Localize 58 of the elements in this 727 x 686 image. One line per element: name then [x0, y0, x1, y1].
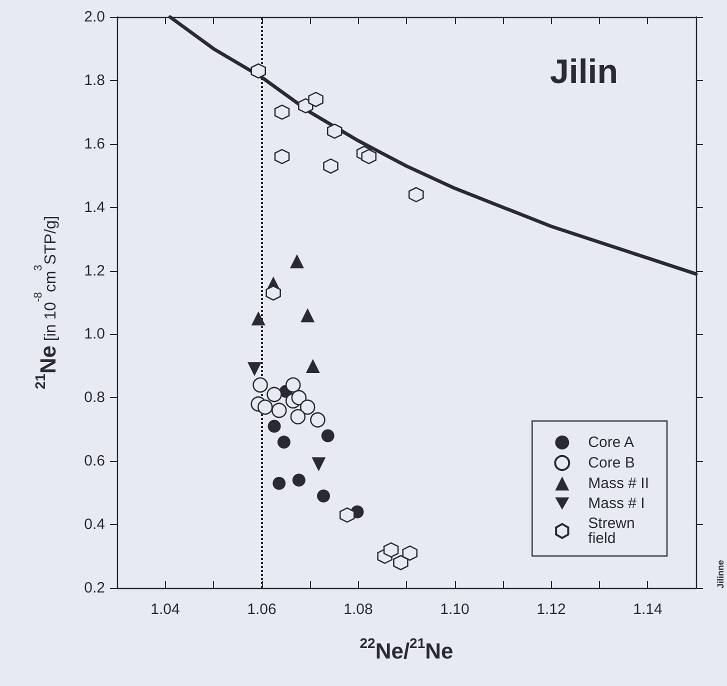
legend-label: Mass # II [588, 475, 650, 492]
point [248, 362, 262, 376]
x-tick-label: 1.04 [150, 601, 180, 618]
text: Jilinne [716, 560, 726, 589]
text: Jilin [550, 53, 618, 91]
legend-label: Core B [588, 454, 635, 472]
point [285, 377, 301, 393]
x-tick-label: 1.14 [633, 601, 662, 618]
point [312, 457, 326, 472]
y-axis-title: 21Ne [in 10-8cm3STP/g] [32, 216, 60, 390]
y-tick-label: 0.2 [84, 580, 105, 596]
point [251, 311, 266, 326]
y-tick-label: 1.8 [84, 72, 105, 89]
y-tick-label: 1.6 [84, 135, 105, 152]
point [271, 402, 287, 418]
legend-label: Mass # I [588, 495, 645, 512]
point [277, 436, 290, 449]
y-tick-label: 0.4 [84, 516, 105, 534]
point [292, 474, 306, 487]
point [268, 420, 281, 433]
point [250, 63, 266, 79]
point [310, 412, 326, 428]
x-tick-label: 1.12 [536, 601, 566, 618]
y-tick-label: 1.2 [84, 262, 105, 280]
y-tick-label: 2.0 [84, 8, 105, 26]
point [323, 158, 338, 174]
x-tick-label: 1.06 [247, 601, 276, 618]
point [290, 254, 304, 268]
point [321, 429, 334, 442]
point [291, 390, 307, 406]
x-tick-label: 1.10 [440, 601, 470, 618]
point [393, 554, 408, 570]
point [274, 148, 290, 164]
point [306, 358, 320, 373]
point [274, 104, 290, 120]
point [408, 186, 424, 202]
point [266, 285, 281, 301]
point [340, 507, 355, 523]
point [266, 386, 282, 402]
y-tick-label: 0.6 [84, 452, 105, 470]
point [308, 92, 324, 108]
point [326, 124, 342, 139]
point [257, 400, 273, 415]
y-tick-label: 1.0 [84, 326, 105, 343]
point [272, 476, 286, 490]
point [383, 542, 399, 558]
y-tick-label: 1.4 [84, 198, 105, 216]
point [252, 377, 268, 393]
legend-label: Core A [588, 434, 634, 451]
point [317, 490, 330, 502]
point [290, 409, 306, 424]
y-tick-label: 0.8 [84, 389, 105, 406]
legend-label: Strewn field [588, 515, 640, 547]
point [361, 148, 377, 164]
point [300, 308, 315, 322]
point [300, 400, 316, 415]
point [402, 545, 418, 561]
x-tick-label: 1.08 [344, 601, 373, 618]
